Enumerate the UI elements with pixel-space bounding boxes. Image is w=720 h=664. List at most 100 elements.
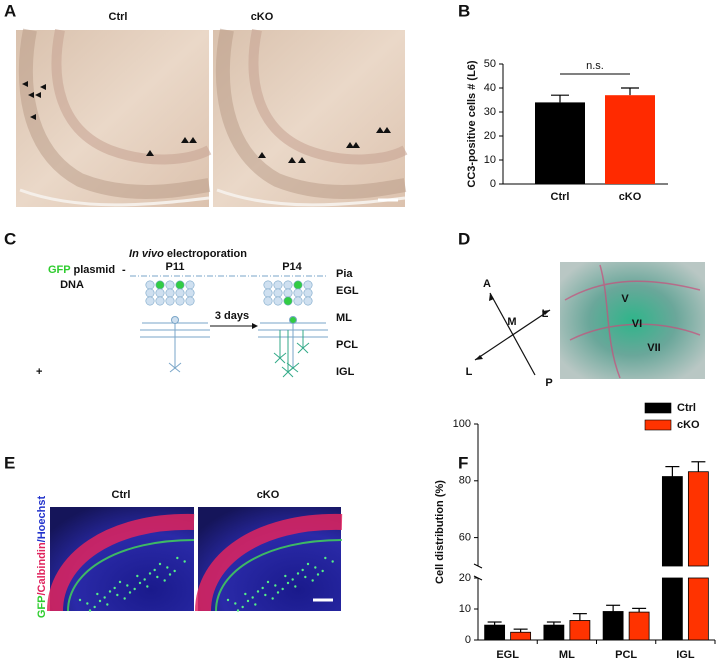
x-tick-label: cKO xyxy=(619,191,642,203)
fluorescence-image xyxy=(47,507,195,612)
bar xyxy=(661,476,683,567)
gfp-cell xyxy=(236,609,240,612)
gfp-cell xyxy=(331,560,334,563)
panel-label: B xyxy=(458,1,470,20)
x-tick-label: IGL xyxy=(676,649,695,661)
y-tick-label: 10 xyxy=(484,154,496,166)
cell xyxy=(165,288,175,298)
image-title: Ctrl xyxy=(112,489,131,501)
cell xyxy=(283,280,293,290)
whole-mount-image xyxy=(560,262,705,379)
gfp-cell xyxy=(166,566,169,569)
gfp-cell xyxy=(306,562,310,566)
cell xyxy=(303,296,313,306)
gfp-cell xyxy=(126,584,129,587)
cell xyxy=(165,296,175,306)
x-tick-label: EGL xyxy=(496,649,519,661)
bar xyxy=(605,95,655,184)
gfp-cell xyxy=(118,580,122,584)
cell xyxy=(263,280,273,290)
y-tick-label: 0 xyxy=(490,178,496,190)
gfp-cell xyxy=(113,586,116,590)
gfp-cell xyxy=(88,609,92,612)
gfp-cell xyxy=(311,579,314,582)
gfp-cell xyxy=(106,603,109,606)
gfp-layer xyxy=(215,539,343,612)
gfp-cell xyxy=(246,599,250,603)
gfp-cell xyxy=(314,566,317,569)
y-tick-label: 20 xyxy=(484,130,496,142)
cell xyxy=(303,280,313,290)
y-tick-label: 10 xyxy=(459,603,471,615)
bar xyxy=(510,631,532,641)
cell xyxy=(289,316,297,324)
legend-label: cKO xyxy=(677,419,700,431)
gfp-cell xyxy=(156,575,159,579)
y-tick-label: 30 xyxy=(484,106,496,118)
method-text: electroporation xyxy=(164,248,247,260)
cell xyxy=(185,296,195,306)
cell xyxy=(145,280,155,290)
arrow-head xyxy=(489,293,494,301)
y-tick-label: 60 xyxy=(459,532,471,544)
gfp-cell xyxy=(158,562,162,566)
annotation: n.s. xyxy=(586,60,604,72)
gfp-cell xyxy=(123,597,126,600)
neuron xyxy=(286,362,300,373)
gfp-cell xyxy=(264,593,267,597)
y-tick-label: 20 xyxy=(459,572,471,584)
cell xyxy=(283,296,293,306)
cell xyxy=(165,280,175,290)
y-tick-label: 0 xyxy=(465,634,471,646)
cell xyxy=(175,296,185,306)
age-label: P11 xyxy=(166,261,185,273)
gfp-cell xyxy=(153,568,156,572)
bar xyxy=(569,620,591,641)
gfp-cell xyxy=(241,605,244,609)
cell xyxy=(273,280,283,290)
y-tick-label: 50 xyxy=(484,58,496,70)
gfp-cell xyxy=(316,573,320,576)
panel-label: D xyxy=(458,229,470,248)
lobule-label: VII xyxy=(647,342,660,354)
stain-hoechst: /Hoechst xyxy=(36,496,48,543)
axis-letter: M xyxy=(507,316,516,328)
gfp-cell xyxy=(98,599,102,603)
y-tick-label: 80 xyxy=(459,475,471,487)
cell xyxy=(155,296,165,306)
gfp-cell xyxy=(176,556,179,560)
lobule-label: VI xyxy=(632,318,642,330)
gfp-cell xyxy=(274,584,277,587)
x-tick-label: PCL xyxy=(615,649,637,661)
gfp-cell xyxy=(78,598,82,602)
x-tick-label: Ctrl xyxy=(551,191,570,203)
gfp-text: GFP xyxy=(48,264,70,276)
purkinje-layer xyxy=(195,513,343,612)
gfp-cell xyxy=(226,598,230,602)
bar xyxy=(687,471,709,567)
cell xyxy=(293,288,303,298)
gfp-cell xyxy=(296,572,300,575)
gfp-cell xyxy=(183,560,186,563)
gfp-cell xyxy=(163,579,166,582)
axis-letter: A xyxy=(483,278,491,290)
gfp-cell xyxy=(284,574,287,578)
bar xyxy=(602,611,624,641)
image-title: Ctrl xyxy=(109,11,128,23)
gfp-cell xyxy=(103,596,106,599)
arrow-head xyxy=(475,355,483,360)
neuron xyxy=(168,362,182,373)
micrograph xyxy=(213,28,408,207)
compass xyxy=(474,292,551,376)
gfp-cell xyxy=(271,597,274,600)
gfp-cell xyxy=(244,592,247,596)
gfp-cell xyxy=(234,602,237,605)
legend-swatch xyxy=(644,419,672,431)
gfp-cell xyxy=(286,581,290,585)
gfp-cell xyxy=(291,578,294,581)
gfp-cell xyxy=(138,581,142,585)
gfp-cell xyxy=(128,591,132,594)
micrograph xyxy=(16,28,212,207)
interval-label: 3 days xyxy=(215,310,249,322)
